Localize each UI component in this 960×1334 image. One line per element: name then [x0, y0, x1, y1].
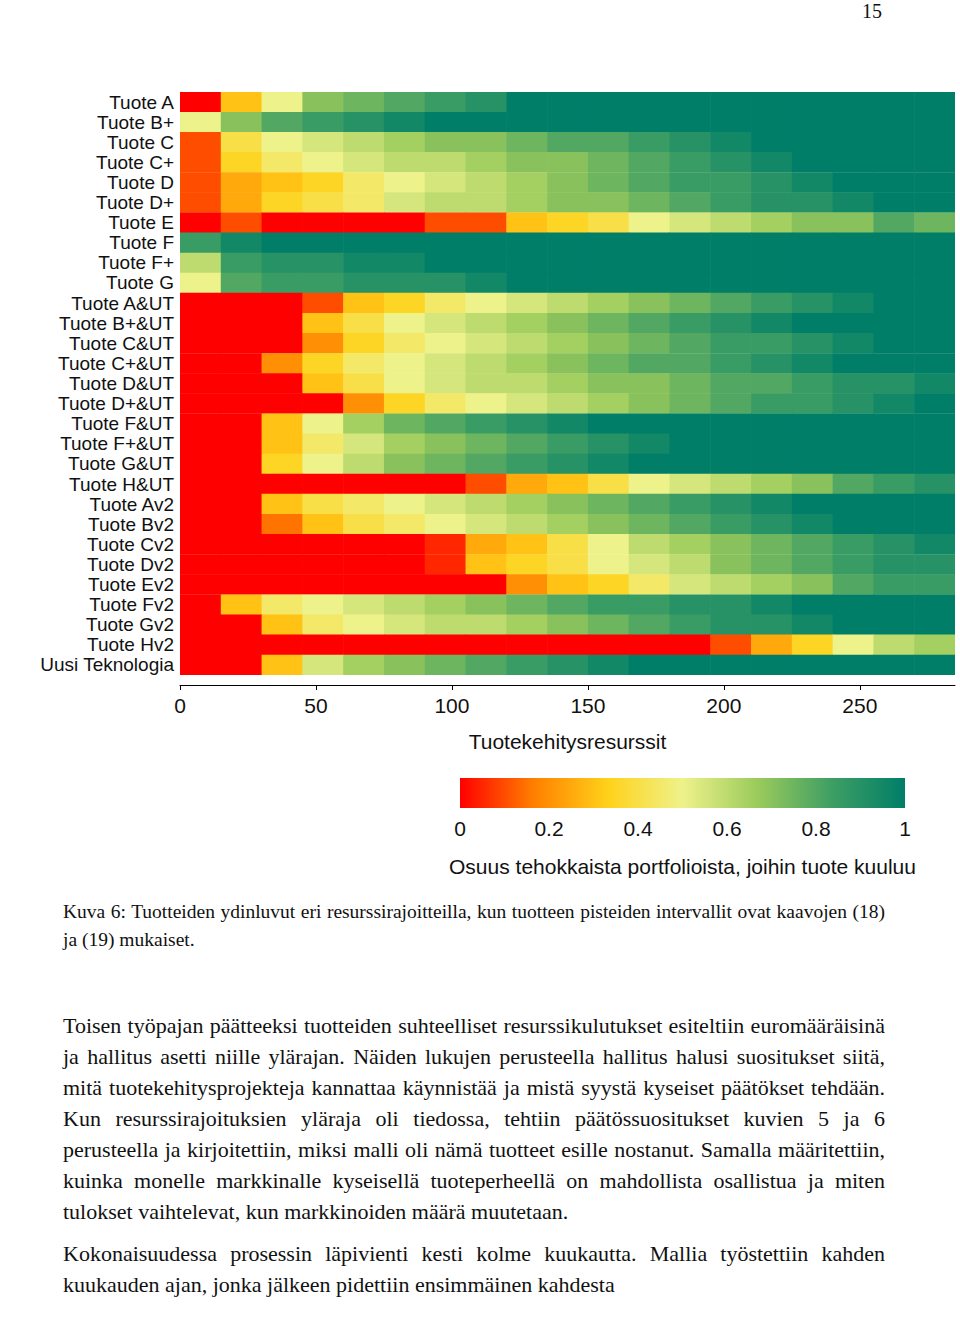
svg-text:Tuote F: Tuote F — [109, 232, 174, 253]
svg-text:150: 150 — [570, 694, 605, 717]
svg-text:Tuote Gv2: Tuote Gv2 — [86, 614, 174, 635]
svg-text:0.8: 0.8 — [801, 817, 830, 840]
svg-text:Tuote Ev2: Tuote Ev2 — [88, 574, 174, 595]
svg-text:Uusi Teknologia: Uusi Teknologia — [40, 654, 174, 675]
svg-text:Tuote D+&UT: Tuote D+&UT — [58, 393, 174, 414]
svg-text:Tuote Bv2: Tuote Bv2 — [88, 514, 174, 535]
svg-text:Tuote D+: Tuote D+ — [96, 192, 174, 213]
svg-text:Tuote C+: Tuote C+ — [96, 152, 174, 173]
svg-text:Tuote D&UT: Tuote D&UT — [69, 373, 174, 394]
svg-text:Tuote F+: Tuote F+ — [98, 252, 174, 273]
html-text:Toisen työpajan päätteeksi tuo: Toisen työpajan päätteeksi tuotteiden su… — [63, 1013, 885, 1224]
svg-text:0: 0 — [174, 694, 186, 717]
svg-text:100: 100 — [434, 694, 469, 717]
html-text:Kuva 6: Tuotteiden ydinluvut e: Kuva 6: Tuotteiden ydinluvut eri resurss… — [63, 901, 885, 950]
svg-text:Tuote Fv2: Tuote Fv2 — [89, 594, 174, 615]
svg-text:Tuote G&UT: Tuote G&UT — [68, 453, 174, 474]
svg-text:0.6: 0.6 — [712, 817, 741, 840]
svg-text:Tuote C+&UT: Tuote C+&UT — [58, 353, 174, 374]
svg-text:Tuote B+: Tuote B+ — [97, 112, 174, 133]
svg-text:Tuote F&UT: Tuote F&UT — [71, 413, 174, 434]
svg-text:Tuote E: Tuote E — [108, 212, 174, 233]
svg-text:Tuote F+&UT: Tuote F+&UT — [60, 433, 174, 454]
svg-text:Tuote A: Tuote A — [109, 92, 174, 113]
svg-text:Tuote H&UT: Tuote H&UT — [69, 474, 174, 495]
svg-text:Tuote A&UT: Tuote A&UT — [71, 293, 174, 314]
svg-text:Tuote D: Tuote D — [107, 172, 174, 193]
svg-text:Tuote C&UT: Tuote C&UT — [69, 333, 174, 354]
svg-text:250: 250 — [842, 694, 877, 717]
svg-text:Osuus tehokkaista portfolioist: Osuus tehokkaista portfolioista, joihin … — [449, 855, 916, 878]
svg-text:Tuote Cv2: Tuote Cv2 — [87, 534, 174, 555]
svg-text:0.2: 0.2 — [534, 817, 563, 840]
html-text:Kokonaisuudessa prosessin läpi: Kokonaisuudessa prosessin läpivienti kes… — [63, 1241, 885, 1297]
svg-text:Tuote Dv2: Tuote Dv2 — [87, 554, 174, 575]
svg-text:1: 1 — [899, 817, 911, 840]
html-text:15: 15 — [862, 0, 882, 22]
svg-text:0: 0 — [454, 817, 466, 840]
svg-text:200: 200 — [706, 694, 741, 717]
svg-text:Tuote B+&UT: Tuote B+&UT — [59, 313, 174, 334]
svg-text:Tuote G: Tuote G — [106, 272, 174, 293]
svg-text:50: 50 — [304, 694, 327, 717]
svg-text:0.4: 0.4 — [623, 817, 653, 840]
svg-text:Tuotekehitysresurssit: Tuotekehitysresurssit — [469, 730, 667, 753]
svg-text:Tuote Hv2: Tuote Hv2 — [87, 634, 174, 655]
svg-text:Tuote C: Tuote C — [107, 132, 174, 153]
svg-text:Tuote Av2: Tuote Av2 — [89, 494, 174, 515]
